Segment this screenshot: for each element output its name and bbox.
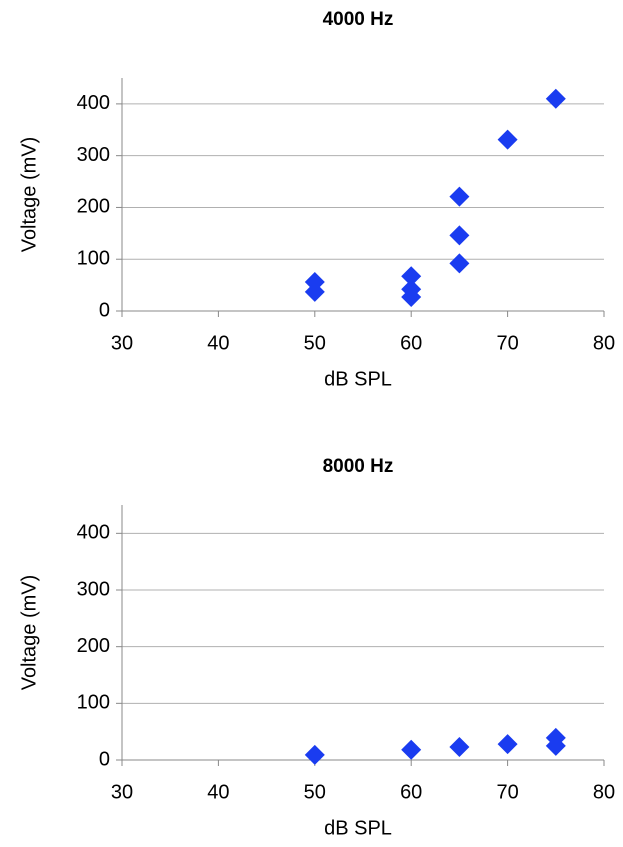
x-tick-label: 80	[593, 781, 615, 803]
x-tick-label: 40	[207, 781, 229, 803]
y-tick-label: 100	[77, 692, 110, 714]
point	[449, 253, 470, 274]
point	[401, 739, 422, 760]
point	[545, 735, 566, 756]
point	[497, 129, 518, 150]
chart-title: 4000 Hz	[323, 9, 394, 30]
x-tick-label: 70	[496, 781, 518, 803]
y-tick-label: 100	[77, 248, 110, 270]
y-axis-label: Voltage (mV)	[18, 137, 40, 253]
y-axis-label: Voltage (mV)	[18, 575, 40, 691]
x-axis-label: dB SPL	[324, 368, 392, 390]
y-tick-label: 300	[77, 578, 110, 600]
y-tick-label: 200	[77, 635, 110, 657]
y-tick-label: 400	[77, 522, 110, 544]
point	[449, 736, 470, 757]
x-tick-label: 50	[304, 332, 326, 354]
x-tick-label: 70	[496, 332, 518, 354]
x-tick-label: 40	[207, 332, 229, 354]
y-tick-label: 0	[99, 299, 110, 321]
x-tick-label: 30	[111, 781, 133, 803]
x-tick-label: 50	[304, 781, 326, 803]
x-axis-label: dB SPL	[324, 817, 392, 839]
point	[449, 225, 470, 246]
point	[497, 734, 518, 755]
point	[304, 281, 325, 302]
y-tick-label: 300	[77, 144, 110, 166]
point	[545, 88, 566, 109]
x-tick-label: 60	[400, 781, 422, 803]
y-tick-label: 200	[77, 196, 110, 218]
point	[449, 186, 470, 207]
x-tick-label: 30	[111, 332, 133, 354]
chart-title: 8000 Hz	[323, 456, 394, 477]
point	[304, 744, 325, 765]
x-tick-label: 80	[593, 332, 615, 354]
x-tick-label: 60	[400, 332, 422, 354]
point	[401, 266, 422, 287]
y-tick-label: 0	[99, 748, 110, 770]
point	[401, 287, 422, 308]
y-tick-label: 400	[77, 92, 110, 114]
